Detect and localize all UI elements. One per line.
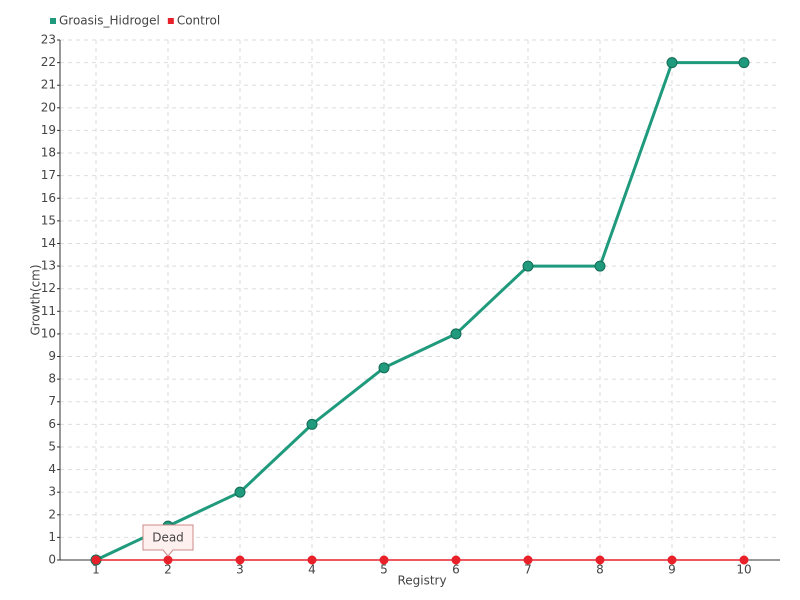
data-point	[594, 260, 606, 272]
y-tick-label: 7	[48, 394, 56, 408]
data-point	[667, 555, 677, 565]
x-tick-label: 6	[452, 563, 460, 577]
annotation: Dead	[152, 531, 184, 545]
y-tick-label: 14	[41, 236, 56, 250]
x-axis-label: Registry	[397, 574, 446, 588]
y-axis-label: Growth(cm)	[29, 264, 43, 335]
data-point	[91, 555, 101, 565]
y-tick-label: 8	[48, 372, 56, 386]
x-tick-label: 4	[308, 563, 316, 577]
y-tick-label: 10	[41, 326, 56, 340]
x-tick-label: 7	[524, 563, 532, 577]
y-tick-label: 21	[41, 78, 56, 92]
data-point	[450, 328, 462, 340]
data-point	[234, 486, 246, 498]
y-tick-label: 1	[48, 530, 56, 544]
y-tick-label: 19	[41, 123, 56, 137]
x-tick-label: 5	[380, 563, 388, 577]
data-point	[666, 57, 678, 69]
legend-label: Groasis_Hidrogel	[59, 14, 160, 28]
y-tick-label: 17	[41, 168, 56, 182]
y-tick-label: 2	[48, 507, 56, 521]
x-tick-label: 10	[736, 563, 751, 577]
data-point	[235, 555, 245, 565]
y-tick-label: 5	[48, 439, 56, 453]
data-point	[522, 260, 534, 272]
data-point	[738, 57, 750, 69]
y-tick-label: 3	[48, 485, 56, 499]
x-tick-label: 9	[668, 563, 676, 577]
legend-swatch	[50, 18, 56, 24]
data-point	[451, 555, 461, 565]
annotation-box	[142, 524, 194, 557]
series-line	[95, 61, 744, 562]
y-tick-label: 15	[41, 213, 56, 227]
y-tick-label: 18	[41, 146, 56, 160]
y-tick-label: 0	[48, 553, 56, 567]
y-tick-label: 9	[48, 349, 56, 363]
data-point	[523, 555, 533, 565]
data-point	[379, 555, 389, 565]
data-point	[306, 418, 318, 430]
x-tick-label: 3	[236, 563, 244, 577]
y-tick-label: 12	[41, 281, 56, 295]
x-tick-label: 2	[164, 563, 172, 577]
legend-label: Control	[177, 14, 220, 28]
y-tick-label: 11	[41, 304, 56, 318]
data-point	[163, 555, 173, 565]
y-tick-label: 16	[41, 191, 56, 205]
x-tick-label: 8	[596, 563, 604, 577]
y-tick-label: 22	[41, 55, 56, 69]
y-tick-label: 23	[41, 33, 56, 47]
y-tick-label: 20	[41, 100, 56, 114]
x-tick-label: 1	[92, 563, 100, 577]
data-point	[307, 555, 317, 565]
legend-swatch	[167, 18, 174, 24]
data-point	[378, 362, 390, 374]
y-tick-label: 4	[48, 462, 56, 476]
y-tick-label: 13	[41, 259, 56, 273]
data-point	[739, 555, 749, 565]
data-point	[595, 555, 605, 565]
y-tick-label: 6	[48, 417, 56, 431]
